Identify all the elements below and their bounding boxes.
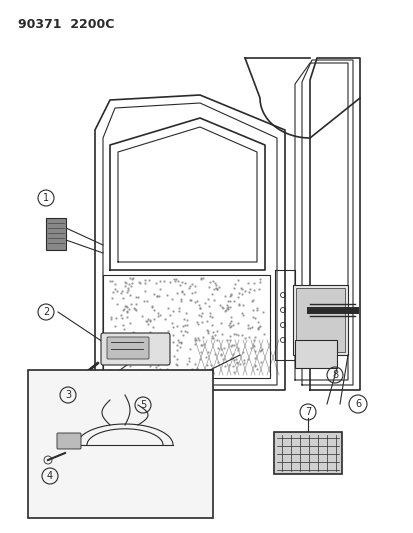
FancyBboxPatch shape	[101, 333, 170, 365]
FancyBboxPatch shape	[28, 370, 212, 518]
Text: 1: 1	[43, 193, 49, 203]
Text: 4: 4	[47, 471, 53, 481]
Text: 2: 2	[43, 307, 49, 317]
FancyBboxPatch shape	[292, 285, 347, 355]
Text: 3: 3	[65, 390, 71, 400]
FancyBboxPatch shape	[107, 337, 149, 359]
Text: 7: 7	[304, 407, 311, 417]
FancyBboxPatch shape	[295, 288, 344, 352]
FancyBboxPatch shape	[294, 340, 336, 368]
Text: 6: 6	[354, 399, 360, 409]
FancyBboxPatch shape	[273, 432, 341, 474]
Text: 90371  2200C: 90371 2200C	[18, 18, 114, 31]
Text: 5: 5	[140, 400, 146, 410]
FancyBboxPatch shape	[46, 218, 66, 250]
FancyBboxPatch shape	[57, 433, 81, 449]
Text: 8: 8	[331, 370, 337, 380]
